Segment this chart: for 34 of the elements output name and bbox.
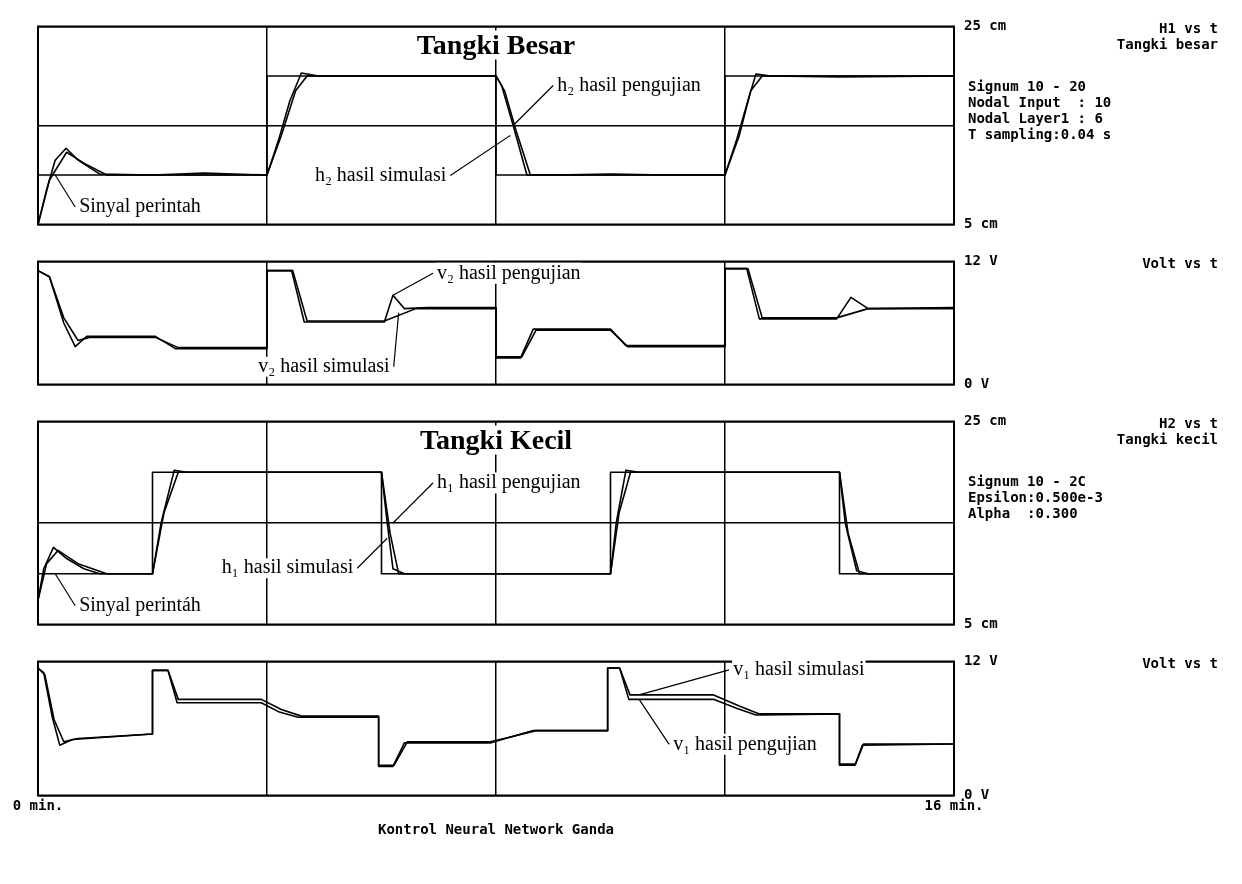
y-axis-title: H2 vs t — [1158, 415, 1218, 431]
y-tick-label: 0 V — [964, 375, 990, 392]
annotation: Sinyal perintáh — [79, 593, 201, 617]
x-tick-label: 0 min. — [12, 797, 64, 814]
y-tick-label: 5 cm — [964, 215, 998, 232]
text: Tangki besar — [1115, 36, 1218, 52]
text: Signum 10 - 2C — [968, 473, 1087, 489]
text: Signum 10 - 20 — [968, 78, 1087, 94]
annotation: Sinyal perintah — [79, 194, 201, 218]
text: Alpha :0.300 — [968, 505, 1079, 521]
y-axis-title: Volt vs t — [1142, 255, 1218, 271]
y-tick-label: 25 cm — [964, 412, 1007, 429]
annotation: h₁ hasil simulasi — [221, 555, 354, 578]
text: T sampling:0.04 s — [968, 126, 1113, 142]
chart-title: Tangki Besar — [416, 28, 576, 60]
chart-title: Tangki Kecil — [419, 423, 573, 455]
y-tick-label: 12 V — [964, 652, 999, 669]
y-axis-title: Volt vs t — [1142, 655, 1218, 671]
annotation: v₁ hasil pengujian — [673, 731, 817, 755]
annotation: h₂ hasil simulasi — [314, 162, 447, 185]
annotation: h₁ hasil pengujian — [436, 470, 581, 494]
text: Nodal Input : 10 — [968, 94, 1113, 110]
text: Nodal Layer1 : 6 — [968, 110, 1104, 126]
y-tick-label: 12 V — [964, 252, 999, 269]
y-tick-label: 25 cm — [964, 17, 1007, 34]
annotation: v₂ hasil pengujian — [436, 260, 581, 284]
annotation: v₂ hasil simulasi — [258, 353, 391, 376]
text: Tangki kecil — [1115, 431, 1218, 447]
annotation: h₂ hasil pengujian — [557, 72, 701, 96]
annotation: v₁ hasil simulasi — [733, 657, 865, 680]
x-axis-title: Kontrol Neural Network Ganda — [377, 821, 615, 838]
text: Epsilon:0.500e-3 — [968, 489, 1104, 505]
y-axis-title: H1 vs t — [1158, 20, 1218, 36]
y-tick-label: 5 cm — [964, 615, 998, 632]
